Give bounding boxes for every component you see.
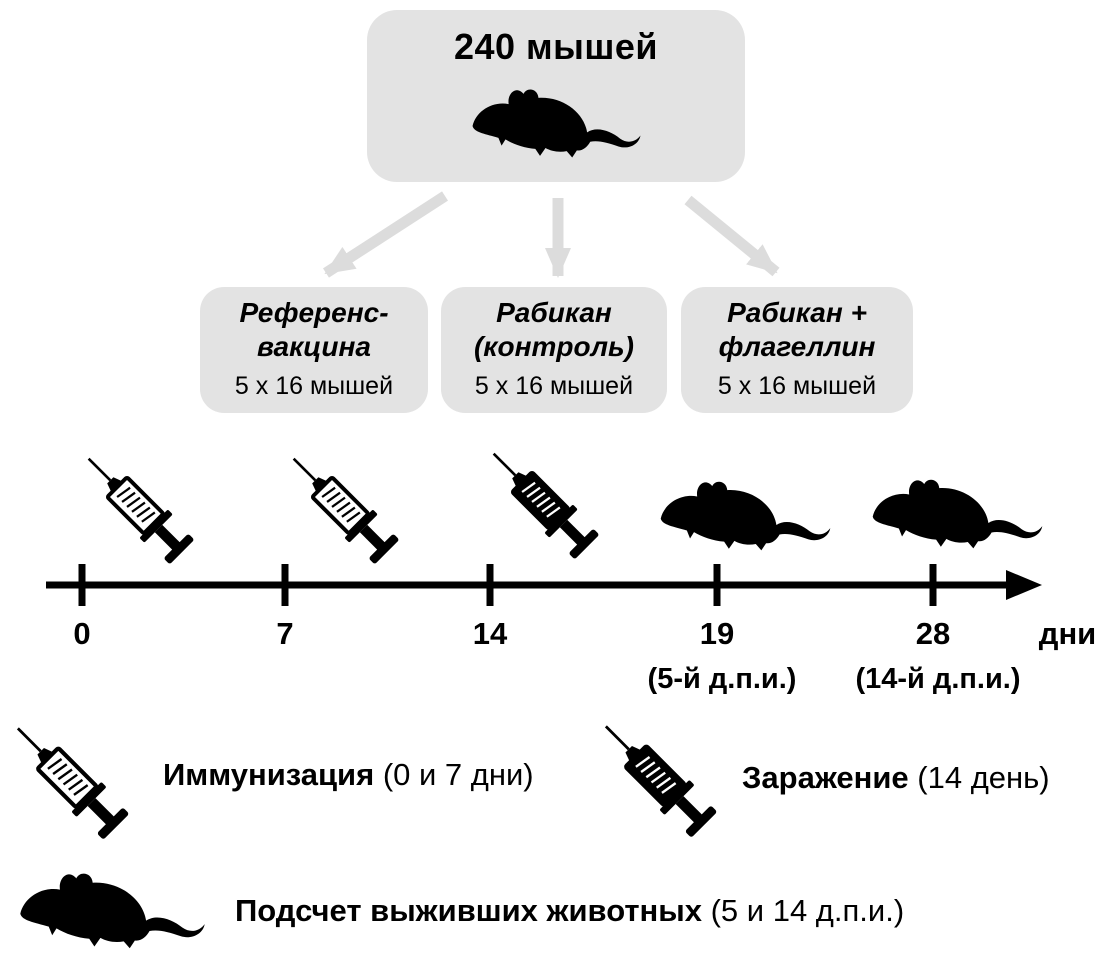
legend-immunization: Иммунизация (0 и 7 дни)	[163, 757, 534, 792]
day-label-7: 7	[276, 616, 294, 651]
day-label-14: 14	[472, 616, 508, 651]
timeline-axis	[46, 564, 1042, 606]
day-sublabel-19: (5-й д.п.и.)	[647, 663, 797, 695]
axis-unit-label: дни	[1038, 616, 1097, 651]
day-sublabel-28: (14-й д.п.и.)	[855, 663, 1021, 695]
group-title: Рабикан (контроль)	[473, 297, 634, 362]
group-box-rabican-control: Рабикан (контроль) 5 x 16 мышей	[441, 287, 667, 413]
group-box-rabican-flagellin: Рабикан + флагеллин 5 x 16 мышей	[681, 287, 913, 413]
group-count: 5 x 16 мышей	[474, 372, 634, 400]
day-label-0: 0	[73, 616, 91, 651]
syringe-outline-icon	[0, 702, 152, 862]
total-mice-box: 240 мышей	[367, 10, 745, 182]
syringe-filled-icon	[580, 700, 740, 860]
mouse-icon	[5, 850, 220, 962]
mouse-icon	[860, 458, 1055, 561]
arrow-to-group3	[684, 195, 780, 277]
legend-infection: Заражение (14 день)	[742, 760, 1050, 795]
group-count: 5 x 16 мышей	[717, 372, 877, 400]
total-mice-label: 240 мышей	[453, 26, 659, 67]
arrow-to-group1	[323, 191, 448, 278]
legend-survival-count: Подсчет выживших животных (5 и 14 д.п.и.…	[235, 893, 905, 928]
group-count: 5 x 16 мышей	[234, 372, 394, 400]
group-title: Референс- вакцина	[239, 297, 389, 362]
group-box-reference-vaccine: Референс- вакцина 5 x 16 мышей	[200, 287, 428, 413]
axis-arrowhead	[1006, 570, 1042, 600]
group-title: Рабикан + флагеллин	[718, 297, 876, 362]
mouse-icon	[648, 460, 843, 563]
day-label-28: 28	[915, 616, 951, 651]
mouse-icon	[454, 68, 659, 170]
day-label-19: 19	[699, 616, 735, 651]
